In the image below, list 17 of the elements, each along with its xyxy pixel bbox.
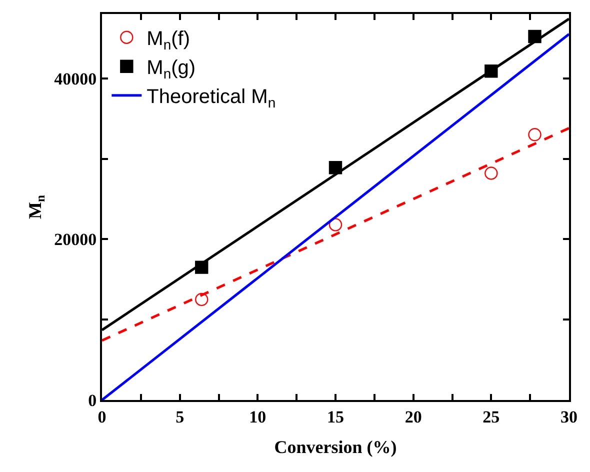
legend-label: Theoretical M$_{n}$ xyxy=(146,86,276,110)
x-tick-label: 15 xyxy=(327,407,344,426)
legend-label: M$_{n}$(g) xyxy=(146,57,196,82)
point xyxy=(484,166,498,180)
x-tick-label: 20 xyxy=(404,407,422,426)
y-tick-label: 40000 xyxy=(54,69,97,88)
x-tick-label: 30 xyxy=(560,407,578,426)
y-tick-label: 20000 xyxy=(54,230,97,250)
point xyxy=(328,218,342,232)
x-axis-title: Conversion (%) xyxy=(274,437,397,457)
x-tick-label: 25 xyxy=(482,407,500,426)
point xyxy=(195,292,208,306)
x-tick-label: 10 xyxy=(249,407,266,426)
point xyxy=(528,128,542,142)
x-tick-label: 5 xyxy=(176,407,184,426)
legend-label: M$_{n}$(f) xyxy=(146,28,190,52)
y-tick-label: 0 xyxy=(88,390,97,410)
